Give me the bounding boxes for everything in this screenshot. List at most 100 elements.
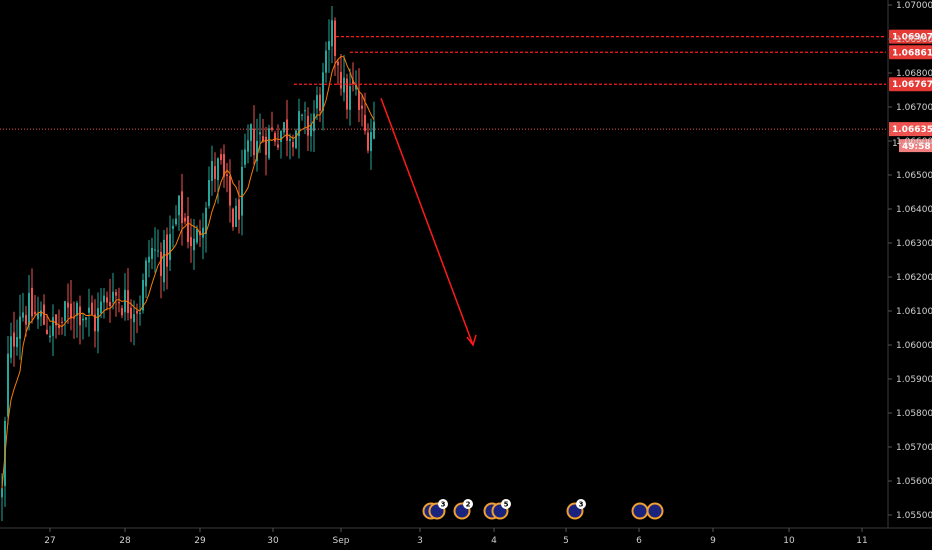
candle-body: [64, 301, 66, 321]
candle-body: [286, 119, 288, 141]
candle-body: [109, 302, 111, 307]
candle-body: [106, 297, 108, 303]
candle-body: [181, 191, 183, 224]
resistance-label: 1.06767: [892, 80, 932, 90]
event-count-badge: [463, 499, 473, 509]
candle-body: [229, 175, 231, 206]
price-tick-label: 1.05700: [896, 443, 932, 453]
candle-body: [220, 154, 222, 160]
candle-body: [256, 140, 258, 162]
candle-body: [283, 122, 285, 133]
candle-body: [91, 302, 93, 315]
candle-body: [310, 124, 312, 137]
price-tick-label: 1.05500: [896, 511, 932, 521]
candle-body: [373, 121, 375, 139]
candle-body: [76, 302, 78, 316]
current-price-line: 1.06635 1 49:58: [0, 122, 932, 153]
candle-body: [151, 248, 153, 259]
candle-body: [361, 105, 363, 109]
time-tick-label: 10: [783, 536, 795, 546]
candle-body: [88, 307, 90, 313]
candle-body: [103, 295, 105, 303]
candle-body: [22, 312, 24, 318]
candle-body: [7, 353, 9, 417]
candle-body: [316, 95, 318, 109]
candles: [1, 5, 375, 521]
ma-line: [1, 55, 375, 489]
candle-body: [172, 225, 174, 229]
event-count-label: 5: [504, 501, 509, 509]
candle-body: [196, 229, 198, 243]
candle-body: [28, 292, 30, 326]
candle-body: [208, 180, 210, 206]
candle-body: [274, 133, 276, 142]
candle-body: [322, 72, 324, 112]
candle-body: [295, 130, 297, 149]
candle-body: [58, 325, 60, 329]
time-tick-label: Sep: [333, 536, 350, 546]
candle-body: [160, 251, 162, 276]
candle-body: [253, 128, 255, 156]
candle-body: [13, 332, 15, 347]
resistance-tag: [889, 29, 932, 44]
candle-body: [10, 336, 12, 358]
candle-body: [250, 124, 252, 141]
event-count-badge: [501, 499, 511, 509]
candle-body: [70, 303, 72, 319]
candle-body: [370, 132, 372, 152]
time-tick-label: 5: [563, 536, 569, 546]
candle-body: [97, 308, 99, 332]
price-tick-label: 1.06400: [896, 205, 932, 215]
candle-body: [271, 127, 273, 130]
candle-body: [190, 237, 192, 247]
candle-body: [142, 279, 144, 311]
candle-body: [304, 110, 306, 112]
candle-body: [121, 308, 123, 316]
candle-body: [187, 215, 189, 243]
candle-body: [226, 174, 228, 176]
time-tick-label: 30: [267, 536, 279, 546]
candle-body: [175, 218, 177, 225]
candle-body: [136, 310, 138, 314]
candle-body: [25, 314, 27, 325]
price-tick-label: 1.06500: [896, 171, 932, 181]
candle-body: [325, 50, 327, 73]
candle-body: [211, 161, 213, 181]
candle-body: [118, 302, 120, 304]
moving-average: [1, 55, 375, 489]
price-tick-label: 1.06100: [896, 307, 932, 317]
resistance-levels: 1.06907 1.06861 1.06767: [294, 29, 932, 92]
candle-body: [352, 80, 354, 84]
candle-body: [355, 84, 357, 90]
partial-price-label: 1: [892, 139, 898, 149]
candle-body: [241, 166, 243, 216]
candle-body: [259, 132, 261, 135]
price-tick-label: 1.06700: [896, 103, 932, 113]
price-tick-label: 1.06900: [896, 35, 932, 45]
candle-body: [205, 207, 207, 234]
candle-body: [46, 329, 48, 335]
candle-body: [202, 227, 204, 238]
candle-body: [100, 301, 102, 314]
candle-body: [235, 205, 237, 228]
candle-body: [157, 250, 159, 252]
candle-body: [232, 208, 234, 227]
time-tick-label: 3: [417, 536, 423, 546]
current-price-tag: [889, 122, 932, 137]
price-tick-label: 1.06600: [896, 137, 932, 147]
event-flag-icon: [631, 502, 649, 520]
candle-body: [55, 314, 57, 326]
candle-body: [130, 307, 132, 319]
candle-body: [82, 318, 84, 321]
candle-body: [331, 20, 333, 47]
candle-body: [34, 311, 36, 314]
time-tick-label: 28: [119, 536, 131, 546]
candle-body: [145, 260, 147, 287]
candle-body: [349, 86, 351, 110]
projection-arrow-shaft: [380, 97, 474, 346]
candle-body: [154, 249, 156, 251]
candle-body: [367, 132, 369, 151]
event-count-badge: [438, 499, 448, 509]
